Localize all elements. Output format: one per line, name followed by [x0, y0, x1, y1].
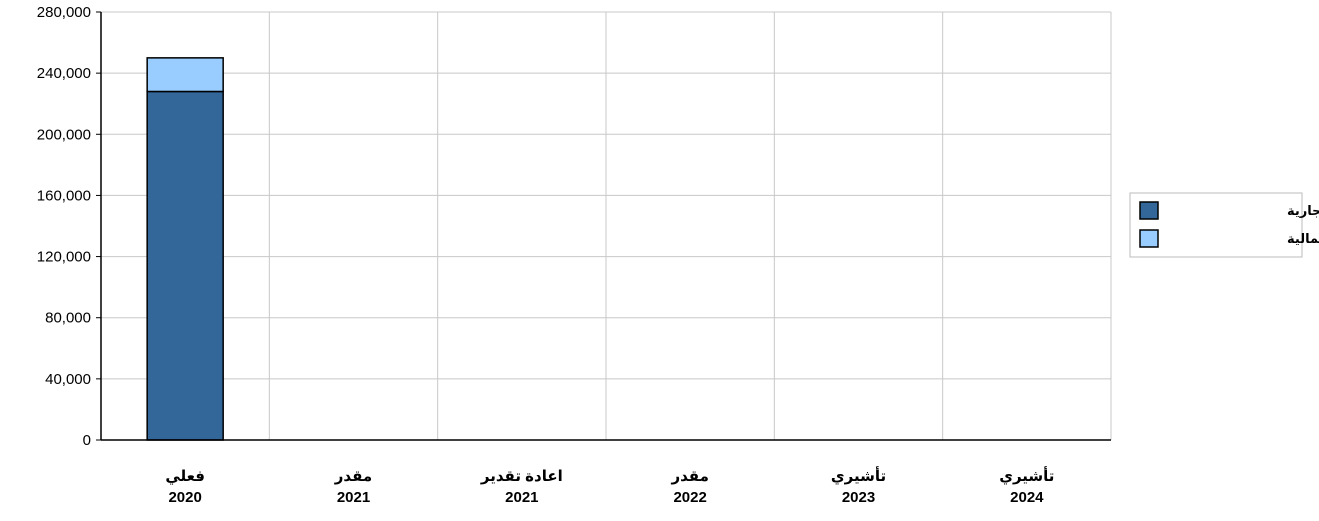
bars-layer: [146, 57, 224, 441]
y-tick-label: 200,000: [37, 126, 91, 143]
y-tick-label: 280,000: [37, 4, 91, 21]
x-category-label: اعادة تقدير: [480, 468, 563, 485]
y-tick-label: 160,000: [37, 187, 91, 204]
y-tick-label: 240,000: [37, 65, 91, 82]
y-tick-label: 0: [83, 432, 91, 449]
y-tick-label: 40,000: [45, 371, 91, 388]
bar-current-expenses: [146, 90, 224, 441]
legend-label: النفقات الجارية: [1287, 203, 1319, 218]
x-category-year: 2023: [842, 489, 875, 506]
x-category-label: مقدر: [334, 468, 372, 485]
x-category-year: 2022: [673, 489, 706, 506]
y-tick-label: 80,000: [45, 310, 91, 327]
y-tick-label: 120,000: [37, 249, 91, 266]
x-axis-categories: فعلي 2020 مقدر 2021 اعادة تقدير 2021 مقدر 2022 ت…: [165, 466, 1054, 506]
x-category-label: تأشيري: [999, 466, 1054, 486]
x-category-year: 2021: [505, 489, 538, 506]
x-category-label: مقدر: [670, 468, 708, 485]
x-category-label: فعلي: [165, 468, 205, 485]
x-category-year: 2020: [168, 489, 201, 506]
x-category-year: 2024: [1010, 489, 1044, 506]
x-category-label: تأشيري: [831, 466, 886, 486]
bar-capital-expenses: [146, 57, 224, 93]
legend-label: النفقات الرأسمالية: [1287, 230, 1319, 246]
y-axis-ticks: 0 40,000 80,000 120,000 160,000 200,000 240,00…: [37, 4, 91, 449]
legend-swatch-capital-expenses: [1139, 229, 1159, 248]
legend: النفقات الجارية النفقات الرأسمالية: [1129, 192, 1319, 258]
grid-layer: [101, 11, 1112, 440]
legend-swatch-current-expenses: [1139, 201, 1159, 220]
axes-layer: [96, 11, 1111, 441]
x-category-year: 2021: [337, 489, 370, 506]
